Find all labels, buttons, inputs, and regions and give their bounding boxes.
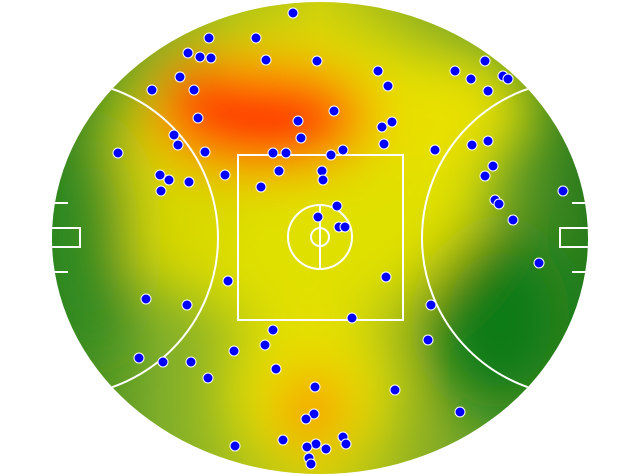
point xyxy=(154,169,166,181)
point xyxy=(250,32,262,44)
point xyxy=(229,440,241,452)
point xyxy=(259,339,271,351)
point xyxy=(255,181,267,193)
point xyxy=(133,352,145,364)
point xyxy=(300,413,312,425)
point xyxy=(205,52,217,64)
point xyxy=(309,381,321,393)
point xyxy=(340,438,352,450)
point xyxy=(185,356,197,368)
point xyxy=(188,84,200,96)
point xyxy=(146,84,158,96)
point xyxy=(163,174,175,186)
point xyxy=(454,406,466,418)
point xyxy=(378,138,390,150)
point xyxy=(203,32,215,44)
point xyxy=(479,170,491,182)
point xyxy=(466,139,478,151)
point xyxy=(172,139,184,151)
point xyxy=(311,55,323,67)
point xyxy=(425,299,437,311)
point xyxy=(380,271,392,283)
point xyxy=(429,144,441,156)
point xyxy=(325,149,337,161)
point xyxy=(346,312,358,324)
point xyxy=(316,165,328,177)
point xyxy=(295,132,307,144)
point xyxy=(168,129,180,141)
point xyxy=(422,334,434,346)
point xyxy=(270,363,282,375)
point xyxy=(292,115,304,127)
point xyxy=(487,160,499,172)
point xyxy=(310,438,322,450)
point xyxy=(557,185,569,197)
point xyxy=(267,324,279,336)
point xyxy=(305,458,317,470)
point xyxy=(112,147,124,159)
point xyxy=(479,55,491,67)
point xyxy=(287,7,299,19)
points xyxy=(112,7,569,470)
point xyxy=(320,443,332,455)
point xyxy=(382,80,394,92)
point xyxy=(280,147,292,159)
point xyxy=(386,116,398,128)
point xyxy=(157,356,169,368)
point xyxy=(482,135,494,147)
point xyxy=(482,85,494,97)
point xyxy=(331,200,343,212)
point xyxy=(277,434,289,446)
point xyxy=(260,54,272,66)
point xyxy=(194,51,206,63)
point xyxy=(192,112,204,124)
point xyxy=(140,293,152,305)
point xyxy=(337,144,349,156)
point xyxy=(202,372,214,384)
point xyxy=(174,71,186,83)
point xyxy=(199,146,211,158)
point xyxy=(312,211,324,223)
point xyxy=(181,299,193,311)
point xyxy=(219,169,231,181)
point xyxy=(533,257,545,269)
point xyxy=(339,221,351,233)
point xyxy=(228,345,240,357)
point xyxy=(389,384,401,396)
point xyxy=(449,65,461,77)
point xyxy=(222,275,234,287)
point xyxy=(183,176,195,188)
point xyxy=(155,185,167,197)
point xyxy=(372,65,384,77)
point xyxy=(308,408,320,420)
point xyxy=(465,73,477,85)
point xyxy=(328,105,340,117)
point xyxy=(507,214,519,226)
point xyxy=(267,147,279,159)
point xyxy=(301,441,313,453)
point xyxy=(376,121,388,133)
point xyxy=(182,47,194,59)
point xyxy=(317,174,329,186)
point xyxy=(502,73,514,85)
point xyxy=(493,198,505,210)
point xyxy=(273,165,285,177)
